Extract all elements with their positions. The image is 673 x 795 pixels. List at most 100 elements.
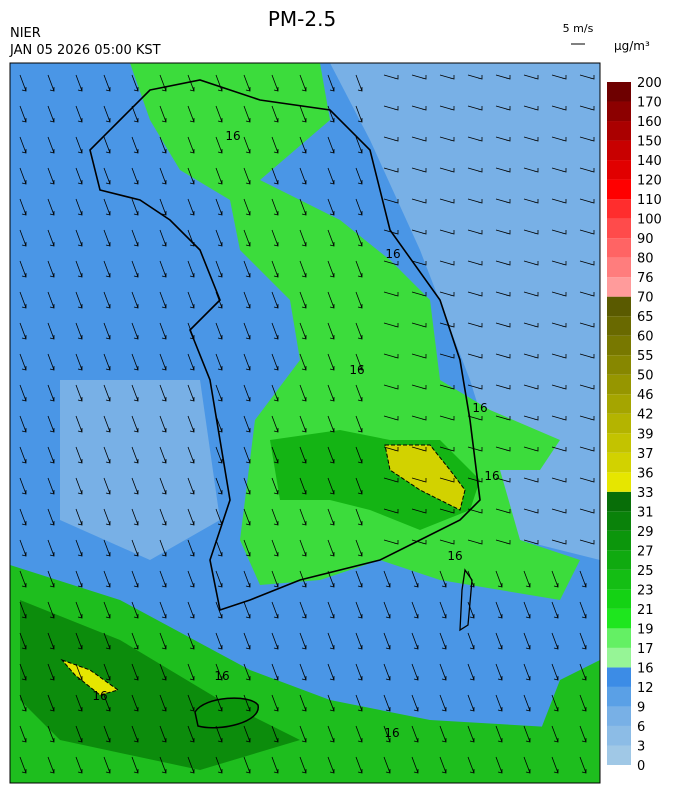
- wind-arrow: [243, 570, 251, 588]
- wind-arrow: [103, 229, 111, 247]
- wind-arrow: [495, 446, 511, 452]
- wind-arrow: [299, 353, 307, 371]
- wind-arrow: [579, 663, 587, 681]
- wind-arrow: [495, 198, 511, 204]
- wind-arrow: [355, 725, 363, 743]
- wind-arrow: [495, 632, 503, 650]
- wind-arrow: [523, 539, 539, 545]
- wind-arrow: [439, 725, 447, 743]
- wind-arrow: [271, 260, 279, 278]
- wind-arrow: [187, 198, 195, 216]
- wind-arrow: [551, 198, 567, 204]
- wind-arrow: [299, 322, 307, 340]
- wind-arrow: [19, 756, 27, 774]
- wind-arrow: [495, 756, 503, 774]
- colorbar-label: 17: [637, 642, 654, 657]
- colorbar-segment: [607, 608, 631, 629]
- wind-arrow: [411, 415, 427, 421]
- wind-arrow: [467, 105, 483, 111]
- wind-arrow: [75, 322, 83, 340]
- wind-arrow: [187, 291, 195, 309]
- wind-arrow: [271, 353, 279, 371]
- wind-arrow: [355, 384, 363, 402]
- wind-arrow: [243, 353, 251, 371]
- wind-arrow: [383, 322, 399, 328]
- wind-arrow: [19, 167, 27, 185]
- wind-arrow: [131, 260, 139, 278]
- wind-arrow: [131, 446, 139, 464]
- wind-arrow: [551, 167, 567, 173]
- wind-arrow: [579, 198, 595, 204]
- wind-arrow: [131, 415, 139, 433]
- wind-arrow: [243, 105, 251, 123]
- wind-arrow: [47, 105, 55, 123]
- wind-arrow: [439, 384, 455, 390]
- wind-arrow: [495, 74, 511, 80]
- wind-arrow: [327, 415, 335, 433]
- wind-arrow: [299, 415, 307, 433]
- wind-arrow: [439, 539, 455, 545]
- wind-arrow: [355, 477, 363, 495]
- wind-arrow: [243, 601, 251, 619]
- wind-arrow: [355, 260, 363, 278]
- wind-arrow: [215, 291, 223, 309]
- wind-arrow: [439, 353, 455, 359]
- wind-arrow: [383, 508, 399, 514]
- wind-arrow: [103, 632, 111, 650]
- wind-arrow: [215, 74, 223, 92]
- wind-arrow: [383, 570, 391, 588]
- wind-arrow: [103, 508, 111, 526]
- wind-arrow: [215, 136, 223, 154]
- wind-arrow: [243, 74, 251, 92]
- wind-arrow: [411, 663, 419, 681]
- colorbar-segment: [607, 101, 631, 122]
- wind-arrow: [103, 167, 111, 185]
- wind-arrow: [75, 601, 83, 619]
- wind-arrow: [271, 415, 279, 433]
- wind-arrow: [355, 570, 363, 588]
- colorbar-segment: [607, 296, 631, 317]
- wind-arrow: [355, 229, 363, 247]
- wind-arrow: [103, 384, 111, 402]
- wind-arrow: [215, 229, 223, 247]
- wind-arrow: [159, 291, 167, 309]
- title: PM-2.5: [268, 7, 336, 31]
- wind-arrow: [355, 446, 363, 464]
- wind-arrow: [383, 725, 391, 743]
- wind-arrow: [243, 663, 251, 681]
- wind-arrow: [299, 74, 307, 92]
- wind-arrow: [523, 198, 539, 204]
- wind-arrow: [187, 353, 195, 371]
- wind-arrow: [271, 694, 279, 712]
- wind-arrow: [411, 136, 427, 142]
- wind-arrow: [411, 353, 427, 359]
- wind-arrow: [215, 632, 223, 650]
- wind-arrow: [439, 74, 455, 80]
- wind-arrow: [19, 663, 27, 681]
- colorbar-segment: [607, 667, 631, 687]
- wind-arrow: [579, 539, 595, 545]
- wind-arrow: [215, 384, 223, 402]
- wind-arrow: [411, 477, 427, 483]
- wind-arrow: [159, 508, 167, 526]
- wind-arrow: [439, 663, 447, 681]
- wind-arrow: [579, 725, 587, 743]
- colorbar-segment: [607, 277, 631, 297]
- wind-arrow: [579, 353, 595, 359]
- wind-arrow: [271, 167, 279, 185]
- wind-arrow: [187, 105, 195, 123]
- wind-arrow: [187, 632, 195, 650]
- wind-arrow: [47, 694, 55, 712]
- wind-arrow: [439, 477, 455, 483]
- colorbar-label: 90: [637, 232, 654, 247]
- wind-arrow: [131, 167, 139, 185]
- wind-arrow: [495, 415, 511, 421]
- wind-arrow: [355, 415, 363, 433]
- colorbar-label: 37: [637, 447, 654, 462]
- wind-arrow: [215, 477, 223, 495]
- wind-arrow: [579, 74, 595, 80]
- wind-arrow: [75, 539, 83, 557]
- wind-arrow: [75, 229, 83, 247]
- wind-arrow: [383, 694, 391, 712]
- colorbar-label: 19: [637, 622, 654, 637]
